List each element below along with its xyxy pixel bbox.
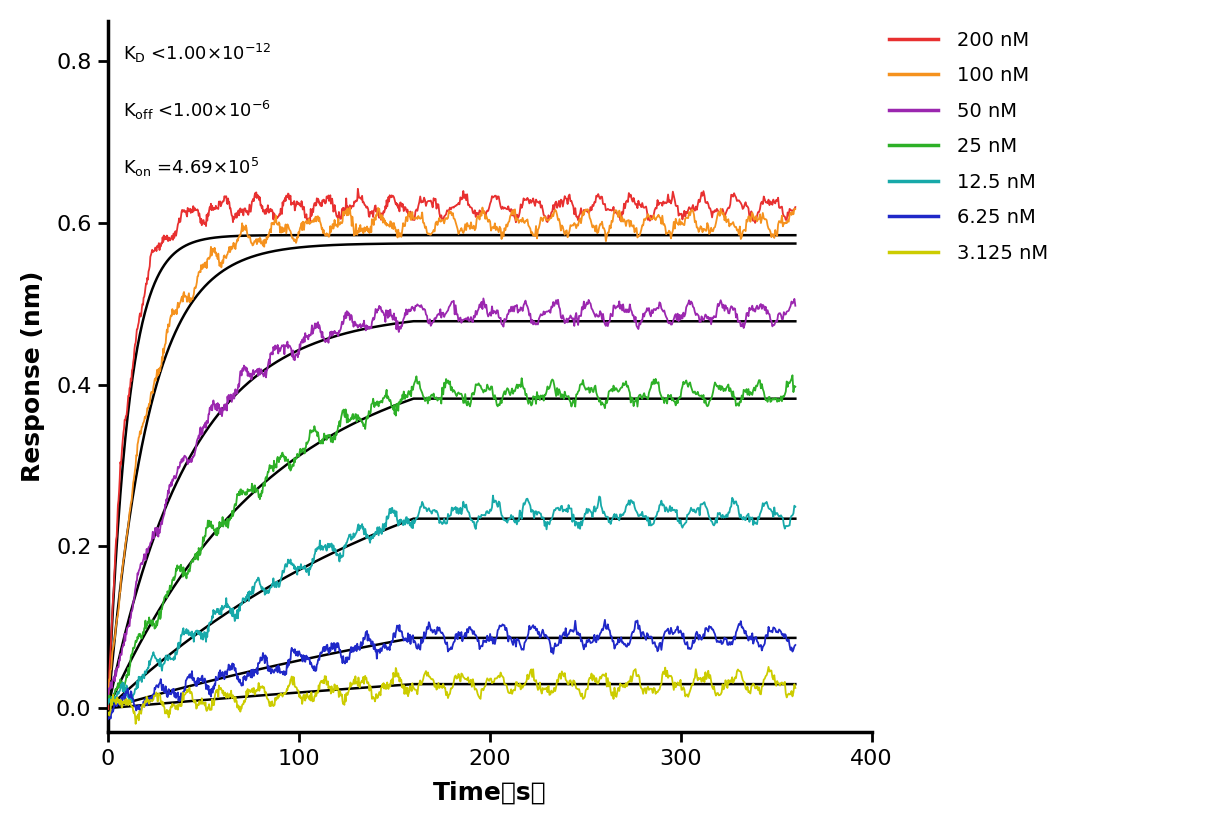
X-axis label: Time（s）: Time（s） [433,780,547,804]
Text: K$_\mathrm{off}$ <1.00×10$^{-6}$: K$_\mathrm{off}$ <1.00×10$^{-6}$ [123,99,271,122]
Text: K$_\mathrm{D}$ <1.00×10$^{-12}$: K$_\mathrm{D}$ <1.00×10$^{-12}$ [123,42,272,65]
Text: K$_\mathrm{on}$ =4.69×10$^5$: K$_\mathrm{on}$ =4.69×10$^5$ [123,156,260,179]
Y-axis label: Response (nm): Response (nm) [21,271,44,483]
Legend: 200 nM, 100 nM, 50 nM, 25 nM, 12.5 nM, 6.25 nM, 3.125 nM: 200 nM, 100 nM, 50 nM, 25 nM, 12.5 nM, 6… [889,31,1049,262]
